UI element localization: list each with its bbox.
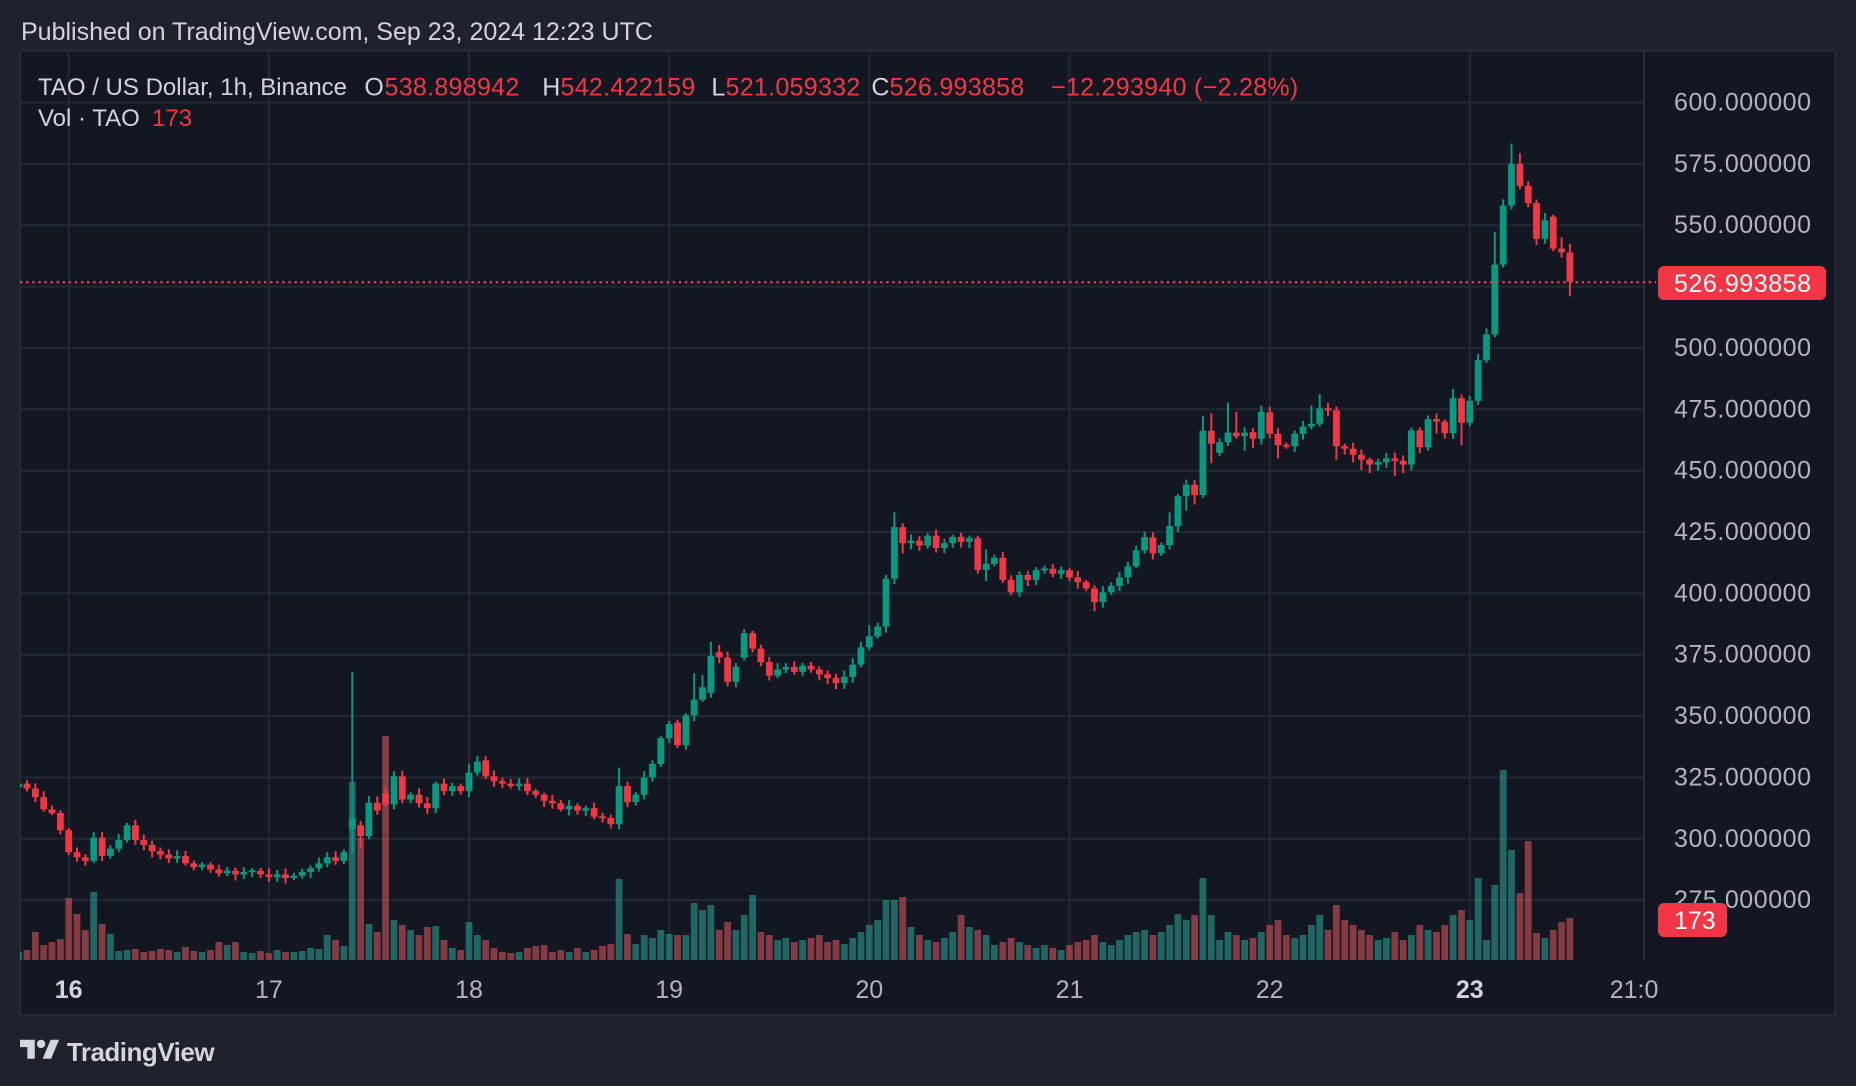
- svg-text:−12.293940 (−2.28%): −12.293940 (−2.28%): [1051, 74, 1299, 102]
- svg-text:500.000000: 500.000000: [1674, 334, 1812, 362]
- svg-text:18: 18: [455, 976, 483, 1004]
- svg-text:425.000000: 425.000000: [1674, 518, 1812, 546]
- svg-text:475.000000: 475.000000: [1674, 395, 1812, 423]
- svg-text:325.000000: 325.000000: [1674, 764, 1812, 792]
- svg-text:17: 17: [255, 976, 283, 1004]
- svg-text:16: 16: [55, 976, 83, 1004]
- svg-text:575.000000: 575.000000: [1674, 150, 1812, 178]
- svg-text:Published on TradingView.com,: Published on TradingView.com, Sep 23, 20…: [21, 18, 653, 46]
- svg-text:375.000000: 375.000000: [1674, 641, 1812, 669]
- svg-text:600.000000: 600.000000: [1674, 89, 1812, 117]
- svg-text:350.000000: 350.000000: [1674, 702, 1812, 730]
- svg-text:173: 173: [152, 105, 192, 132]
- svg-text:526.993858: 526.993858: [1674, 270, 1812, 298]
- svg-text:23: 23: [1456, 976, 1484, 1004]
- svg-text:C: C: [871, 74, 889, 102]
- svg-text:21:00: 21:00: [1610, 976, 1673, 1004]
- svg-text:450.000000: 450.000000: [1674, 457, 1812, 485]
- svg-text:TAO / US Dollar, 1h, Binance: TAO / US Dollar, 1h, Binance: [38, 74, 347, 101]
- svg-text:20: 20: [855, 976, 883, 1004]
- svg-text:550.000000: 550.000000: [1674, 211, 1812, 239]
- svg-text:H: H: [542, 74, 560, 102]
- svg-text:19: 19: [655, 976, 683, 1004]
- svg-text:538.898942: 538.898942: [385, 74, 520, 102]
- svg-text:Vol · TAO: Vol · TAO: [38, 105, 140, 132]
- svg-text:542.422159: 542.422159: [561, 74, 696, 102]
- svg-text:22: 22: [1256, 976, 1284, 1004]
- svg-text:173: 173: [1674, 907, 1716, 935]
- svg-text:526.993858: 526.993858: [890, 74, 1025, 102]
- svg-text:521.059332: 521.059332: [726, 74, 861, 102]
- svg-text:TradingView: TradingView: [67, 1037, 215, 1067]
- svg-text:L: L: [711, 74, 725, 102]
- svg-text:O: O: [364, 74, 383, 102]
- svg-text:400.000000: 400.000000: [1674, 579, 1812, 607]
- svg-text:21: 21: [1056, 976, 1084, 1004]
- svg-text:300.000000: 300.000000: [1674, 825, 1812, 853]
